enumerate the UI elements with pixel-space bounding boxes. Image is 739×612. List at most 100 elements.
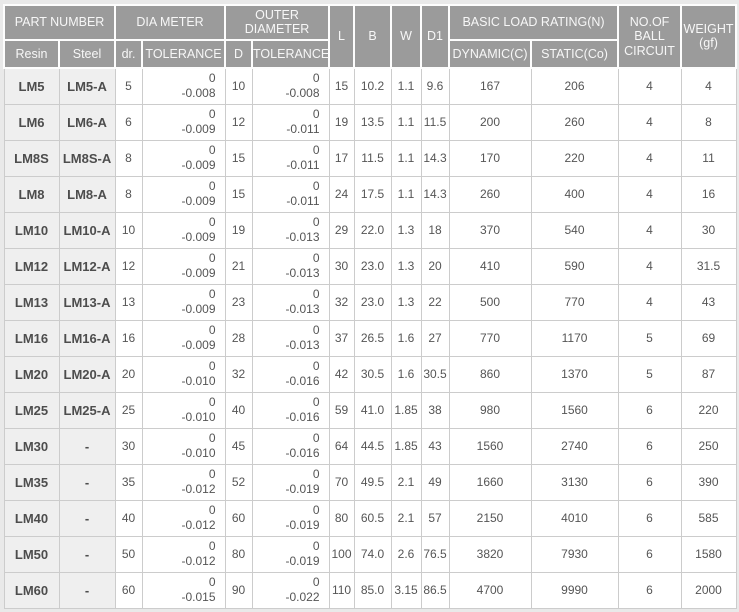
header-dia-meter: DIA METER <box>114 4 227 41</box>
table-row: LM16 LM16-A 16 0 -0.009 28 0 -0.013 37 2… <box>3 319 737 357</box>
cell-d1: 49 <box>420 463 450 501</box>
cell-dynamic-load: 260 <box>448 175 532 213</box>
cell-b: 41.0 <box>353 391 392 429</box>
table-row: LM60 - 60 0 -0.015 90 0 -0.022 110 85.0 … <box>3 571 737 609</box>
dia-tolerance-upper: 0 <box>208 359 216 374</box>
od-tolerance-upper: 0 <box>312 467 320 482</box>
table-row: LM13 LM13-A 13 0 -0.009 23 0 -0.013 32 2… <box>3 283 737 321</box>
dia-tolerance-upper: 0 <box>208 71 216 86</box>
cell-static-load: 400 <box>530 175 619 213</box>
od-tolerance-upper: 0 <box>312 395 320 410</box>
cell-resin-part-number: LM50 <box>3 535 60 573</box>
dia-tolerance-upper: 0 <box>208 395 216 410</box>
cell-dia-tolerance: 0 -0.008 <box>141 67 226 105</box>
table-row: LM40 - 40 0 -0.012 60 0 -0.019 80 60.5 2… <box>3 499 737 537</box>
cell-od-tolerance: 0 -0.019 <box>251 499 330 537</box>
cell-ball-circuits: 6 <box>617 499 682 537</box>
cell-resin-part-number: LM12 <box>3 247 60 285</box>
cell-b: 22.0 <box>353 211 392 249</box>
cell-b: 10.2 <box>353 67 392 105</box>
header-d1: D1 <box>420 4 451 69</box>
cell-d1: 11.5 <box>420 103 450 141</box>
cell-ball-circuits: 4 <box>617 211 682 249</box>
cell-ball-circuits: 6 <box>617 391 682 429</box>
cell-dynamic-load: 980 <box>448 391 532 429</box>
cell-steel-part-number: LM25-A <box>58 391 116 429</box>
cell-dynamic-load: 170 <box>448 139 532 177</box>
od-tolerance-upper: 0 <box>312 575 320 590</box>
cell-steel-part-number: - <box>58 427 116 465</box>
cell-resin-part-number: LM35 <box>3 463 60 501</box>
cell-w: 3.15 <box>390 571 422 609</box>
cell-resin-part-number: LM8 <box>3 175 60 213</box>
od-tolerance-lower: -0.011 <box>286 194 320 209</box>
header-resin: Resin <box>3 38 60 69</box>
cell-l: 24 <box>328 175 355 213</box>
cell-steel-part-number: - <box>58 535 116 573</box>
cell-w: 1.85 <box>390 427 422 465</box>
od-tolerance-lower: -0.013 <box>285 230 320 245</box>
dia-tolerance-lower: -0.010 <box>181 446 216 461</box>
cell-b: 23.0 <box>353 283 392 321</box>
header-static: STATIC(Co) <box>530 38 620 69</box>
header-no-of-ball-circuit: NO.OF BALL CIRCUIT <box>617 4 683 69</box>
cell-d: 90 <box>224 571 253 609</box>
cell-weight: 31.5 <box>680 247 737 285</box>
table-row: LM5 LM5-A 5 0 -0.008 10 0 -0.008 15 10.2… <box>3 67 737 105</box>
cell-ball-circuits: 5 <box>617 319 682 357</box>
cell-d1: 43 <box>420 427 450 465</box>
cell-dr: 8 <box>114 175 143 213</box>
cell-od-tolerance: 0 -0.019 <box>251 463 330 501</box>
cell-od-tolerance: 0 -0.013 <box>251 283 330 321</box>
od-tolerance-upper: 0 <box>312 359 320 374</box>
cell-od-tolerance: 0 -0.016 <box>251 391 330 429</box>
header-od-tolerance: TOLERANCE <box>251 38 331 69</box>
header-outer-diameter: OUTER DIAMETER <box>224 4 331 41</box>
cell-steel-part-number: LM20-A <box>58 355 116 393</box>
cell-l: 29 <box>328 211 355 249</box>
cell-weight: 8 <box>680 103 737 141</box>
cell-b: 17.5 <box>353 175 392 213</box>
cell-dynamic-load: 770 <box>448 319 532 357</box>
dia-tolerance-upper: 0 <box>208 107 216 122</box>
cell-steel-part-number: - <box>58 571 116 609</box>
cell-dr: 8 <box>114 139 143 177</box>
cell-static-load: 260 <box>530 103 619 141</box>
cell-resin-part-number: LM40 <box>3 499 60 537</box>
od-tolerance-lower: -0.016 <box>285 446 320 461</box>
cell-dr: 20 <box>114 355 143 393</box>
cell-w: 1.6 <box>390 355 422 393</box>
cell-d: 52 <box>224 463 253 501</box>
cell-l: 80 <box>328 499 355 537</box>
cell-d: 45 <box>224 427 253 465</box>
cell-dr: 12 <box>114 247 143 285</box>
cell-resin-part-number: LM20 <box>3 355 60 393</box>
dia-tolerance-upper: 0 <box>208 467 216 482</box>
cell-dia-tolerance: 0 -0.009 <box>141 175 226 213</box>
od-tolerance-lower: -0.016 <box>285 374 320 389</box>
cell-ball-circuits: 4 <box>617 139 682 177</box>
table-header: PART NUMBER DIA METER OUTER DIAMETER L B… <box>2 4 738 69</box>
od-tolerance-lower: -0.022 <box>285 590 320 605</box>
cell-dia-tolerance: 0 -0.015 <box>141 571 226 609</box>
header-d: D <box>224 38 254 69</box>
cell-d1: 38 <box>420 391 450 429</box>
cell-static-load: 220 <box>530 139 619 177</box>
cell-steel-part-number: LM8-A <box>58 175 116 213</box>
header-basic-load-rating: BASIC LOAD RATING(N) <box>448 4 620 41</box>
cell-dynamic-load: 3820 <box>448 535 532 573</box>
od-tolerance-lower: -0.013 <box>285 338 320 353</box>
dia-tolerance-lower: -0.009 <box>181 122 216 137</box>
od-tolerance-upper: 0 <box>312 323 320 338</box>
cell-dr: 10 <box>114 211 143 249</box>
cell-d1: 22 <box>420 283 450 321</box>
header-weight: WEIGHT (gf) <box>680 4 738 69</box>
cell-dia-tolerance: 0 -0.009 <box>141 211 226 249</box>
cell-d1: 57 <box>420 499 450 537</box>
table-row: LM50 - 50 0 -0.012 80 0 -0.019 100 74.0 … <box>3 535 737 573</box>
cell-dynamic-load: 370 <box>448 211 532 249</box>
dia-tolerance-upper: 0 <box>208 431 216 446</box>
cell-d1: 18 <box>420 211 450 249</box>
cell-steel-part-number: LM12-A <box>58 247 116 285</box>
